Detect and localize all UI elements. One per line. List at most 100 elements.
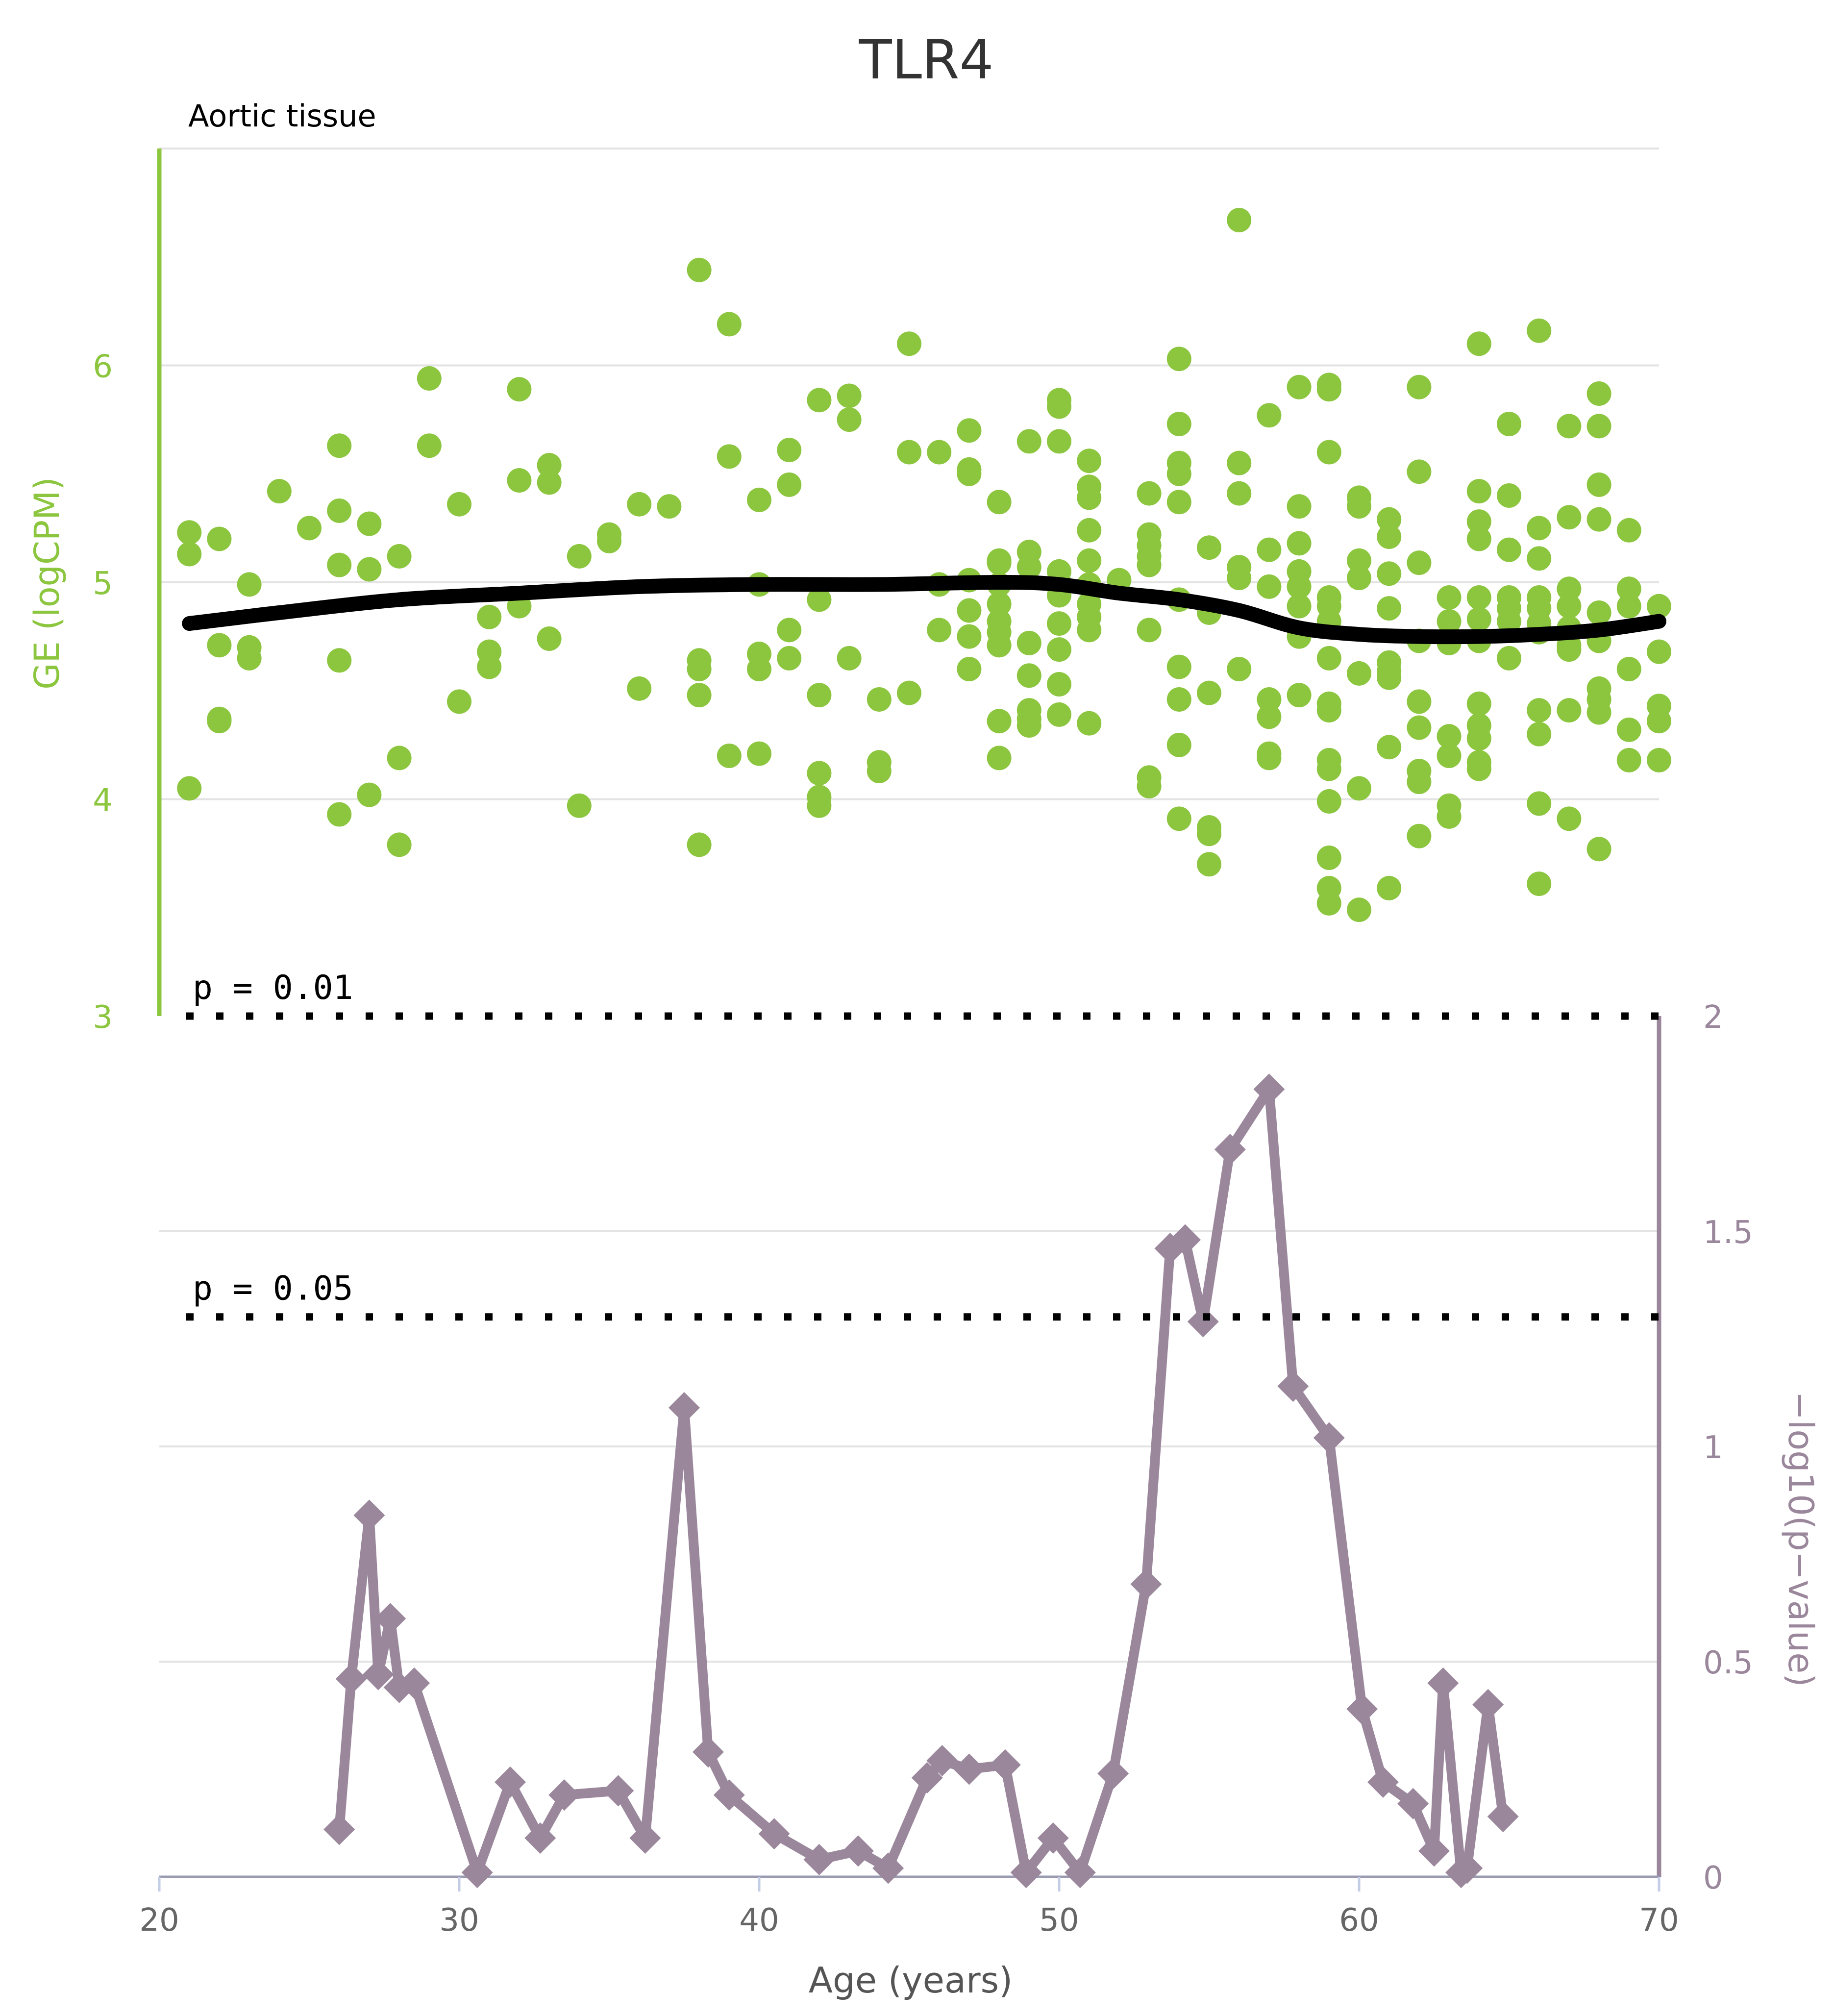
scatter-point — [1527, 318, 1552, 343]
scatter-point — [1047, 637, 1071, 662]
scatter-point — [687, 657, 712, 681]
scatter-point — [1287, 574, 1312, 599]
scatter-point — [1586, 837, 1611, 862]
scatter-point — [207, 709, 232, 734]
scatter-point — [177, 520, 202, 545]
x-tick-label: 20 — [139, 1902, 179, 1939]
scatter-point — [507, 468, 532, 493]
pvalue-marker — [1214, 1134, 1246, 1166]
scatter-point — [237, 572, 262, 597]
scatter-point — [1166, 687, 1191, 712]
scatter-point — [1557, 594, 1582, 619]
scatter-point — [777, 472, 802, 497]
axes — [157, 149, 1661, 1892]
pvalue-marker — [1010, 1857, 1042, 1889]
scatter-point — [1407, 374, 1432, 399]
y2-axis-label: −log10(p−value) — [1781, 1391, 1821, 1687]
pvalue-marker — [842, 1835, 874, 1867]
scatter-point — [1407, 770, 1432, 795]
scatter-point — [807, 683, 832, 708]
scatter-point — [477, 654, 502, 679]
scatter-point — [477, 604, 502, 629]
scatter-point — [1316, 845, 1341, 870]
scatter-point — [1257, 537, 1282, 562]
scatter-point — [1287, 494, 1312, 519]
pvalue-marker — [926, 1744, 958, 1776]
scatter-point — [1647, 747, 1671, 772]
threshold-label: p = 0.05 — [193, 1269, 353, 1308]
scatter-point — [1166, 654, 1191, 679]
pvalue-marker — [629, 1822, 661, 1854]
chart-title: TLR4 — [859, 28, 994, 91]
pvalue-marker — [911, 1762, 943, 1794]
scatter-point — [537, 453, 562, 478]
scatter-point — [1137, 552, 1162, 577]
trend-line — [182, 575, 1666, 645]
pvalue-marker — [989, 1749, 1021, 1781]
scatter-point — [1466, 526, 1491, 551]
scatter-point — [1197, 821, 1221, 846]
scatter-point — [1586, 472, 1611, 497]
y2-tick-label: 1.5 — [1703, 1215, 1753, 1251]
scatter-point — [1497, 483, 1521, 508]
scatter-point — [1616, 657, 1641, 681]
scatter-point — [1377, 524, 1402, 549]
scatter-point — [897, 680, 921, 705]
scatter-point — [327, 648, 352, 673]
scatter-point — [1347, 566, 1371, 591]
scatter-point — [987, 746, 1012, 771]
threshold-label: p = 0.01 — [193, 969, 353, 1007]
scatter-point — [1316, 377, 1341, 402]
scatter-point — [1466, 607, 1491, 632]
scatter-point — [327, 802, 352, 827]
scatter-point — [1377, 875, 1402, 900]
scatter-point — [1047, 394, 1071, 419]
scatter-point — [1047, 429, 1071, 454]
scatter-point — [1347, 776, 1371, 801]
pvalue-marker — [335, 1663, 367, 1695]
pvalue-marker — [398, 1667, 430, 1699]
scatter-point — [1257, 574, 1282, 599]
x-tick-label: 60 — [1339, 1902, 1379, 1939]
scatter-point — [987, 592, 1012, 617]
scatter-point — [687, 832, 712, 857]
scatter-point — [837, 646, 862, 671]
scatter-point — [1047, 672, 1071, 697]
scatter-point — [1347, 494, 1371, 519]
pvalue-marker — [758, 1818, 790, 1850]
scatter-point — [537, 470, 562, 495]
scatter-point — [1407, 459, 1432, 484]
scatter-point — [1077, 485, 1102, 510]
scatter-point — [1527, 791, 1552, 816]
scatter-point — [747, 487, 771, 512]
scatter-point — [717, 312, 742, 337]
scatter-point — [807, 388, 832, 413]
pvalue-marker — [1187, 1306, 1219, 1338]
scatter-point — [837, 407, 862, 432]
scatter-point — [1527, 871, 1552, 896]
scatter-point — [1557, 414, 1582, 439]
pvalue-marker — [1277, 1370, 1309, 1402]
scatter-point — [897, 331, 921, 356]
scatter-point — [1047, 611, 1071, 636]
y-axis-label: GE (logCPM) — [27, 477, 67, 690]
scatter-point — [1016, 429, 1041, 454]
scatter-point — [747, 657, 771, 681]
scatter-point — [1527, 516, 1552, 541]
scatter-point — [777, 646, 802, 671]
scatter-point — [1316, 646, 1341, 671]
scatter-point — [1466, 509, 1491, 534]
pvalue-marker — [323, 1814, 355, 1845]
scatter-point — [777, 618, 802, 643]
scatter-point — [1077, 448, 1102, 473]
scatter-point — [1586, 381, 1611, 406]
scatter-point — [1466, 726, 1491, 751]
scatter-point — [1347, 897, 1371, 922]
scatter-point — [1527, 698, 1552, 723]
scatter-point — [1407, 550, 1432, 575]
scatter-point — [1047, 702, 1071, 727]
pvalue-marker — [548, 1779, 580, 1811]
scatter-point — [387, 746, 412, 771]
pvalue-marker — [692, 1736, 724, 1768]
pvalue-marker — [461, 1857, 493, 1889]
